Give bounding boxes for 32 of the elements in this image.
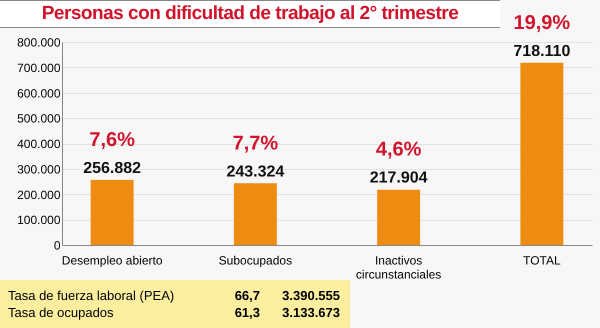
text: 66,7 xyxy=(234,288,260,303)
y-tick-label: 700.000 xyxy=(17,60,61,75)
text: 3.390.555 xyxy=(281,288,340,303)
text: Tasa de fuerza laboral (PEA) xyxy=(7,288,176,303)
bar xyxy=(234,183,277,245)
data-label: 256.882 xyxy=(83,160,142,177)
data-label: 243.324 xyxy=(226,163,284,180)
y-tick-label: 800.000 xyxy=(17,36,61,50)
x-tick-label: TOTAL xyxy=(523,254,561,268)
bar xyxy=(90,180,134,245)
y-tick-label: 100.000 xyxy=(17,213,61,228)
annotation: 19,9% xyxy=(514,12,570,34)
text: 3.133.673 xyxy=(281,305,340,320)
annotation: 7,7% xyxy=(232,132,278,154)
x-tick-label: Subocupados xyxy=(218,254,292,268)
y-tick-label: 200.000 xyxy=(17,188,61,202)
y-tick-label: 300.000 xyxy=(17,162,61,176)
text: Tasa de ocupados xyxy=(7,305,115,320)
x-tick-label: Inactivos circunstanciales xyxy=(356,254,442,282)
x-tick-label: Desempleo abierto xyxy=(62,254,163,268)
y-tick-label: 600.000 xyxy=(17,86,61,100)
y-tick-label: 500.000 xyxy=(17,112,61,126)
annotation: 7,6% xyxy=(89,128,136,151)
y-tick-label: 400.000 xyxy=(17,137,61,151)
bar xyxy=(520,62,564,245)
y-tick-label: 0 xyxy=(54,238,61,252)
data-label: 718.110 xyxy=(513,42,570,60)
text: 61,3 xyxy=(234,305,260,320)
data-label: 217.904 xyxy=(370,170,428,187)
annotation: 4,6% xyxy=(376,138,422,161)
chart-title: Personas con dificultad de trabajo al 2° trimestre xyxy=(0,0,500,28)
bar xyxy=(377,190,420,245)
